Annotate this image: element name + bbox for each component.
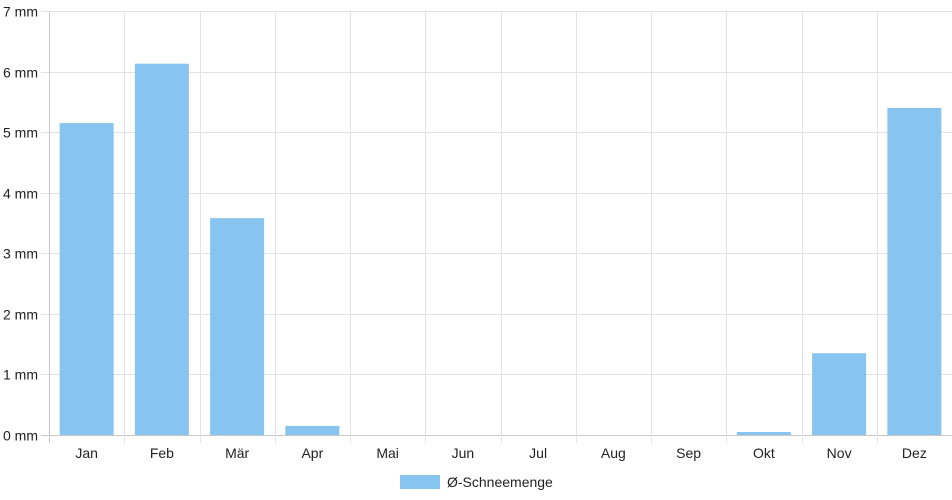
y-tick-label: 1 mm [3,367,38,383]
legend[interactable]: Ø-Schneemenge [400,474,553,490]
x-tick-label: Dez [902,445,927,461]
x-tick-label: Jan [75,445,98,461]
y-tick-label: 0 mm [3,428,38,444]
bar-dez[interactable] [887,107,942,436]
x-tick-label: Sep [676,445,701,461]
bar-jan[interactable] [59,123,114,436]
bars [59,63,942,436]
grid [41,11,952,443]
x-tick-label: Feb [150,445,174,461]
y-tick-label: 4 mm [3,186,38,202]
x-tick-label: Jun [452,445,475,461]
y-tick-label: 7 mm [3,4,38,20]
y-tick-label: 5 mm [3,125,38,141]
bar-okt[interactable] [736,431,791,435]
x-tick-label: Mär [225,445,249,461]
x-tick-label: Apr [301,445,323,461]
y-axis-labels: 0 mm 1 mm 2 mm 3 mm 4 mm 5 mm 6 mm 7 mm [3,4,38,444]
x-tick-label: Aug [601,445,626,461]
bar-apr[interactable] [285,425,340,435]
y-tick-label: 2 mm [3,307,38,323]
y-tick-label: 6 mm [3,65,38,81]
x-tick-label: Jul [529,445,547,461]
y-tick-label: 3 mm [3,246,38,262]
bar-mär[interactable] [210,218,265,435]
legend-label: Ø-Schneemenge [447,474,553,490]
x-tick-label: Mai [376,445,399,461]
legend-swatch [400,475,440,489]
x-axis-labels: Jan Feb Mär Apr Mai Jun Jul Aug Sep Okt Nov Dez [75,445,926,461]
bar-feb[interactable] [134,63,189,435]
x-tick-label: Nov [827,445,852,461]
bar-nov[interactable] [812,353,867,435]
x-tick-label: Okt [753,445,775,461]
